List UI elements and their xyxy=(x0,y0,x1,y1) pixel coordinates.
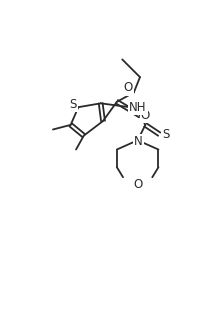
Text: O: O xyxy=(124,81,133,94)
Text: S: S xyxy=(162,128,170,141)
Text: O: O xyxy=(133,178,142,191)
Text: NH: NH xyxy=(129,101,146,114)
Text: O: O xyxy=(141,109,150,122)
Text: S: S xyxy=(69,98,77,110)
Text: N: N xyxy=(134,135,143,148)
